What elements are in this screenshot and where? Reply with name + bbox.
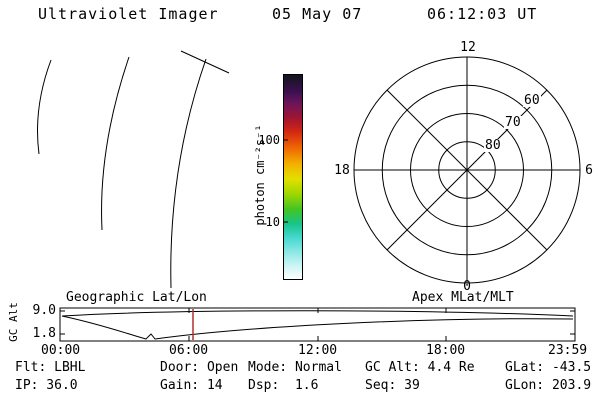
strip-ytick-label-top: 9.0 <box>32 303 56 318</box>
status-seq: Seq: 39 <box>365 378 420 393</box>
polar-mlat-label-70: 70 <box>504 115 522 130</box>
altitude-curve-lower <box>61 315 574 340</box>
polar-mlat-label-80: 80 <box>484 138 502 153</box>
strip-xtick-label: 23:59 <box>548 343 588 358</box>
colorbar-gradient <box>283 74 303 280</box>
strip-xtick-label: 00:00 <box>41 343 81 358</box>
colorbar-tick-label-10: 10 <box>265 215 280 229</box>
status-door: Door: Open <box>160 360 239 375</box>
polar-mlt-label-18: 18 <box>334 163 350 178</box>
geo-panel-title: Geographic Lat/Lon <box>66 290 207 305</box>
page-title: Ultraviolet Imager <box>38 5 219 23</box>
strip-xtick-label: 18:00 <box>426 343 466 358</box>
polar-mlt-label-12: 12 <box>460 40 476 55</box>
status-gc-alt: GC Alt: 4.4 Re <box>365 360 475 375</box>
status-gain: Gain: 14 <box>160 378 223 393</box>
colorbar-unit-label: photon cm⁻²s⁻¹ <box>253 124 267 226</box>
geo-parallel-segment <box>180 50 230 74</box>
geo-meridian-arc-2 <box>101 56 130 231</box>
status-glat: GLat: -43.5 <box>505 360 592 375</box>
polar-mlat-label-60: 60 <box>523 93 541 108</box>
altitude-curve-upper <box>61 310 574 317</box>
geo-meridian-arc-1 <box>37 59 52 155</box>
geo-meridian-arc-3 <box>170 58 207 289</box>
status-ip: IP: 36.0 <box>15 378 78 393</box>
status-mode: Mode: Normal <box>248 360 342 375</box>
colorbar-tick-label-100: 100 <box>258 133 280 147</box>
status-flt: Flt: LBHL <box>15 360 86 375</box>
status-glon: GLon: 203.9 <box>505 378 592 393</box>
header-time: 06:12:03 UT <box>427 5 538 23</box>
strip-ytick-label-bottom: 1.8 <box>32 326 56 341</box>
polar-spoke-nw-se <box>386 89 548 251</box>
strip-xtick-label: 12:00 <box>298 343 338 358</box>
strip-ylabel: GC Alt <box>7 302 20 342</box>
status-dsp: Dsp: 1.6 <box>248 378 319 393</box>
strip-xtick-label: 06:00 <box>169 343 209 358</box>
polar-mlt-label-6: 6 <box>585 163 593 178</box>
apex-panel-title: Apex MLat/MLT <box>412 290 514 305</box>
polar-mlt-label-0: 0 <box>463 279 471 294</box>
header-date: 05 May 07 <box>272 5 363 23</box>
